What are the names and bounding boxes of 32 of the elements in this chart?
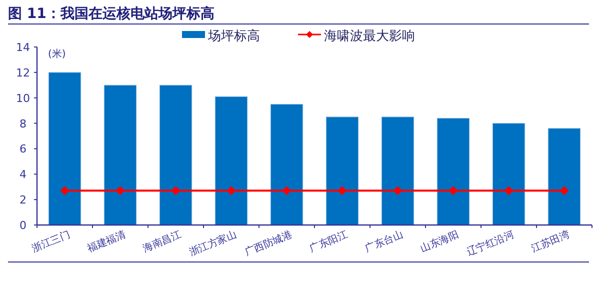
chart-title: 图 11：我国在运核电站场坪标高 [8,5,214,22]
bar [214,96,248,226]
y-tick-label: 4 [20,168,26,182]
x-tick-label: 江苏田湾 [530,228,572,255]
y-tick-label: 2 [20,194,26,207]
bar [381,116,414,226]
y-tick-label: 6 [20,142,26,156]
y-tick-label: 14 [16,41,30,54]
x-tick-label: 福建福清 [86,228,128,255]
y-tick-label: 12 [16,66,30,80]
bar [492,122,526,226]
legend-label: 海啸波最大影响 [324,29,415,44]
x-tick-label: 浙江三门 [30,228,72,255]
y-tick-label: 10 [16,92,30,105]
bar [48,72,82,226]
x-tick-label: 海南昌江 [141,228,183,255]
x-tick-label: 山东海阳 [418,228,460,255]
x-tick-label: 广东阳江 [308,228,350,255]
x-tick-label: 广东台山 [363,228,405,255]
x-tick-label: 浙江方家山 [188,228,238,259]
x-tick-label: 广西防城港 [243,228,294,259]
legend-label: 场坪标高 [207,28,260,44]
bar [270,104,304,226]
y-tick-label: 0 [20,219,26,232]
bar [436,118,470,226]
y-tick-label: 8 [20,117,26,130]
bar [104,84,137,226]
bar [326,116,359,226]
x-tick-label: 辽宁红沿河 [465,228,516,259]
bar [159,84,192,226]
bar [548,128,581,226]
y-axis-title: (米) [48,48,66,60]
